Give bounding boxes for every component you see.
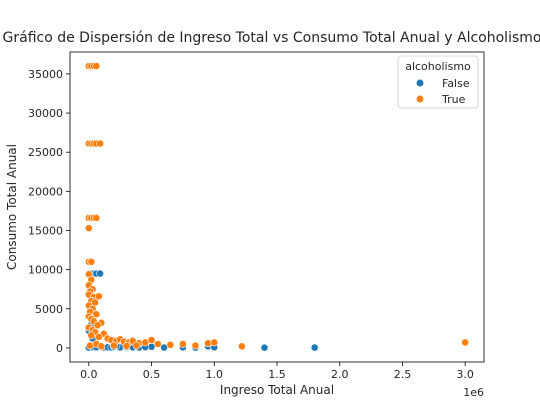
point-true: [97, 342, 106, 351]
point-true: [147, 336, 156, 344]
legend-marker-true: [415, 94, 425, 104]
y-tick-label: 35000: [28, 68, 63, 81]
y-tick-label: 20000: [28, 185, 63, 198]
x-axis-offset-label: 1e6: [463, 386, 484, 399]
point-true: [93, 321, 102, 330]
point-true: [132, 341, 141, 350]
legend-box: [397, 55, 479, 109]
point-true: [96, 139, 105, 148]
point-false: [96, 269, 105, 278]
legend-label-true: True: [441, 93, 466, 106]
y-tick-label: 25000: [28, 146, 63, 159]
legend-label-false: False: [442, 77, 470, 90]
point-true: [94, 333, 103, 341]
legend-title: alcoholismo: [405, 60, 471, 73]
point-false: [310, 343, 319, 352]
point-true: [92, 214, 101, 222]
y-tick-label: 10000: [28, 264, 63, 277]
point-true: [94, 292, 103, 301]
x-tick-label: 0.5: [143, 368, 161, 381]
x-tick-label: 0.0: [80, 368, 98, 381]
point-true: [87, 257, 96, 266]
point-true: [122, 342, 131, 350]
point-true: [210, 338, 219, 347]
y-tick-label: 5000: [35, 303, 63, 316]
x-tick-label: 2.0: [331, 368, 349, 381]
point-false: [260, 343, 269, 352]
point-true: [87, 331, 96, 340]
point-true: [110, 341, 118, 350]
chart-title: Gráfico de Dispersión de Ingreso Total v…: [3, 30, 540, 46]
y-tick-label: 0: [56, 342, 63, 355]
y-axis-label: Consumo Total Anual: [5, 144, 19, 270]
point-true: [461, 338, 470, 347]
y-tick-label: 15000: [28, 224, 63, 237]
point-true: [92, 62, 101, 70]
x-axis: 0.0 0.5 1.0 1.5 2.0 2.5 3.0: [80, 362, 474, 381]
y-axis: 0 5000 10000 15000 20000 25000 30000 35000: [28, 68, 70, 355]
point-true: [92, 310, 101, 319]
legend: alcoholismo False True: [397, 55, 479, 109]
point-true: [191, 341, 200, 350]
point-true: [166, 340, 175, 349]
x-tick-label: 1.0: [206, 368, 224, 381]
x-axis-label: Ingreso Total Anual: [220, 383, 334, 397]
point-true: [84, 224, 93, 233]
x-tick-label: 3.0: [456, 368, 474, 381]
x-tick-label: 1.5: [268, 368, 286, 381]
point-true: [153, 340, 162, 348]
y-tick-label: 30000: [28, 107, 63, 120]
x-tick-label: 2.5: [394, 368, 412, 381]
point-true: [237, 342, 246, 351]
legend-marker-false: [415, 78, 425, 88]
point-true: [179, 340, 187, 348]
series-true-points: [84, 62, 470, 351]
